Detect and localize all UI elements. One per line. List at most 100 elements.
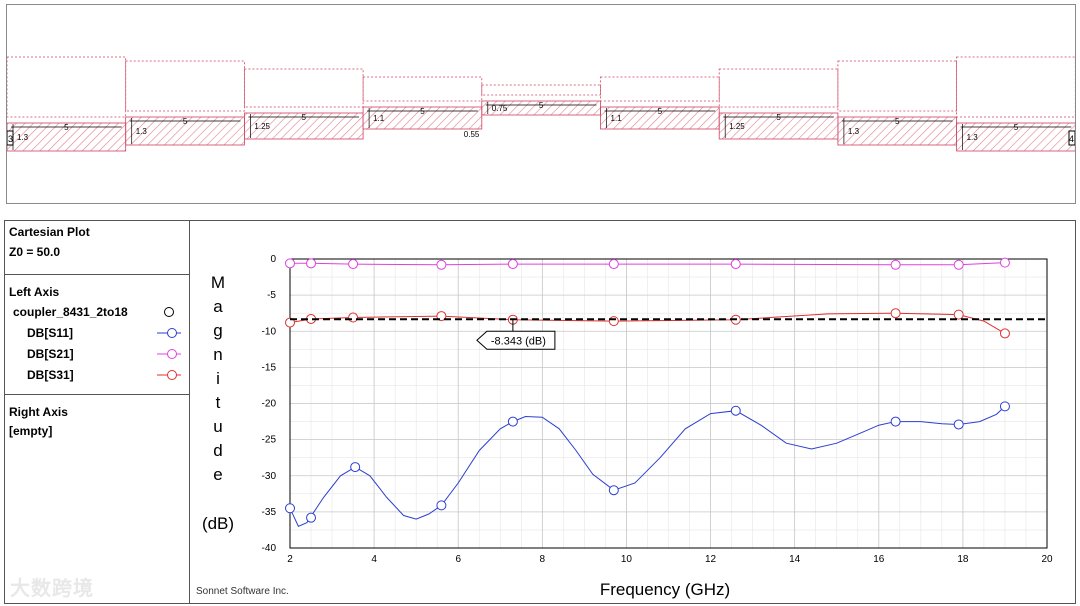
legend-trace-s11-marker-icon — [157, 328, 181, 338]
cartesian-plot[interactable]: -8.343 (dB) 2 4 6 8 10 12 14 16 18 20 0 -5 -10 -15 -20… — [190, 221, 1075, 603]
y-tick-label: -35 — [262, 507, 277, 518]
y-axis-label-letter: g — [213, 321, 222, 340]
data-point-dbs21 — [730, 259, 741, 270]
strip-outline — [7, 56, 127, 118]
section-length-label: 5 — [183, 117, 188, 126]
software-credit: Sonnet Software Inc. — [196, 586, 289, 597]
y-axis-unit-label: (dB) — [202, 514, 234, 533]
data-point-dbs11 — [730, 405, 741, 416]
y-tick-label: -5 — [267, 290, 276, 301]
section-width-label: 1.3 — [17, 133, 29, 142]
legend-trace-s11-label[interactable]: DB[S11] — [27, 326, 74, 340]
data-point-dbs11 — [999, 401, 1010, 412]
section-length-label: 5 — [658, 107, 663, 116]
strip-section — [7, 122, 127, 152]
x-tick-label: 20 — [1041, 554, 1053, 565]
y-axis-label-letter: n — [213, 345, 222, 364]
y-axis-label-letter: a — [213, 297, 223, 316]
port-3-label: 3 — [8, 134, 13, 144]
section-length-label: 5 — [539, 101, 544, 110]
x-tick-label: 18 — [957, 554, 969, 565]
section-length-label: 5 — [776, 113, 781, 122]
section-length-label: 5 — [895, 117, 900, 126]
data-point-dbs31 — [890, 308, 901, 319]
layout-canvas: 5 1.3 5 1.3 5 1.25 5 1.1 5 0.75 5 1.1 5 1.25 5 1.3 5 1.3 0… — [7, 56, 1075, 152]
data-point-dbs21 — [306, 258, 317, 269]
port-4-label: 4 — [1069, 134, 1074, 144]
y-tick-label: -25 — [262, 435, 277, 446]
data-point-dbs31 — [999, 328, 1010, 339]
x-tick-label: 12 — [705, 554, 717, 565]
strip-section — [837, 116, 958, 146]
data-point-dbs21 — [953, 259, 964, 270]
data-point-dbs21 — [436, 259, 447, 270]
strip-outline — [956, 56, 1075, 118]
plot-type-title: Cartesian Plot — [9, 225, 90, 239]
data-point-dbs31 — [348, 312, 359, 323]
y-tick-label: -10 — [262, 326, 277, 337]
y-tick-label: -15 — [262, 362, 277, 373]
strip-outline — [243, 68, 364, 108]
y-tick-label: -20 — [262, 399, 277, 410]
gap-label: 0.55 — [464, 130, 480, 139]
y-axis-label-letter: e — [213, 465, 222, 484]
x-tick-label: 10 — [621, 554, 633, 565]
section-width-label: 1.25 — [729, 122, 745, 131]
plot-frame — [289, 258, 1048, 549]
x-tick-label: 6 — [455, 554, 461, 565]
data-point-dbs31 — [953, 309, 964, 320]
legend-trace-s31-label[interactable]: DB[S31] — [27, 368, 74, 382]
y-axis-label-letter: d — [213, 441, 222, 460]
dataset-marker-icon — [164, 307, 174, 317]
section-length-label: 5 — [420, 107, 425, 116]
plot-panel[interactable]: -8.343 (dB) 2 4 6 8 10 12 14 16 18 20 0 -5 -10 -15 -20… — [189, 220, 1076, 604]
strip-outline — [362, 76, 483, 102]
strip-outline — [718, 68, 839, 108]
x-tick-label: 8 — [540, 554, 546, 565]
right-axis-section: Right Axis [empty] — [5, 395, 189, 475]
strip-section — [362, 106, 483, 130]
data-point-dbs11 — [285, 503, 295, 514]
x-tick-label: 2 — [287, 554, 293, 565]
strip-outline — [600, 76, 720, 102]
y-tick-label: -40 — [262, 543, 277, 554]
section-width-label: 1.1 — [373, 114, 385, 123]
section-width-label: 0.75 — [492, 104, 508, 113]
data-point-dbs21 — [999, 257, 1010, 268]
y-tick-label: -30 — [262, 471, 277, 482]
section-width-label: 1.1 — [611, 114, 623, 123]
right-axis-value: [empty] — [9, 424, 53, 438]
section-length-label: 5 — [1014, 123, 1019, 132]
data-point-dbs21 — [890, 259, 901, 270]
section-width-label: 1.25 — [254, 122, 270, 131]
right-axis-title: Right Axis — [9, 405, 68, 419]
x-tick-label: 14 — [789, 554, 801, 565]
series-line-dbs11 — [289, 406, 1006, 527]
left-axis-section: Left Axis coupler_8431_2to18 DB[S11] DB[… — [5, 275, 189, 395]
plot-info-section: Cartesian Plot Z0 = 50.0 — [5, 221, 189, 275]
data-point-dbs11 — [890, 416, 901, 427]
y-axis-label-letter: M — [211, 273, 225, 292]
legend-panel: Cartesian Plot Z0 = 50.0 Left Axis coupl… — [4, 220, 190, 604]
layout-view[interactable]: 5 1.3 5 1.3 5 1.25 5 1.1 5 0.75 5 1.1 5 1.25 5 1.3 5 1.3 0… — [6, 4, 1076, 204]
data-point-dbs11 — [507, 416, 518, 427]
data-point-dbs21 — [608, 259, 619, 270]
data-point-dbs11 — [306, 512, 317, 523]
data-point-dbs21 — [285, 258, 295, 269]
port-3-box — [7, 130, 14, 146]
data-point-dbs11 — [953, 419, 964, 430]
y-axis-label-letter: t — [216, 393, 221, 412]
data-point-dbs11 — [608, 485, 619, 496]
strip-outline — [837, 60, 958, 112]
y-axis-label-letter: i — [216, 369, 220, 388]
dataset-name[interactable]: coupler_8431_2to18 — [13, 305, 128, 319]
data-point-dbs31 — [285, 317, 295, 328]
x-tick-label: 16 — [873, 554, 885, 565]
watermark-text: 大数跨境 — [10, 576, 94, 600]
legend-trace-s21-label[interactable]: DB[S21] — [27, 347, 74, 361]
annotation-callout — [476, 330, 556, 350]
legend-trace-s31-marker-icon — [157, 370, 181, 380]
z0-label: Z0 = 50.0 — [9, 245, 61, 259]
data-point-dbs11 — [436, 500, 447, 511]
legend-trace-s21-marker-icon — [157, 349, 181, 359]
